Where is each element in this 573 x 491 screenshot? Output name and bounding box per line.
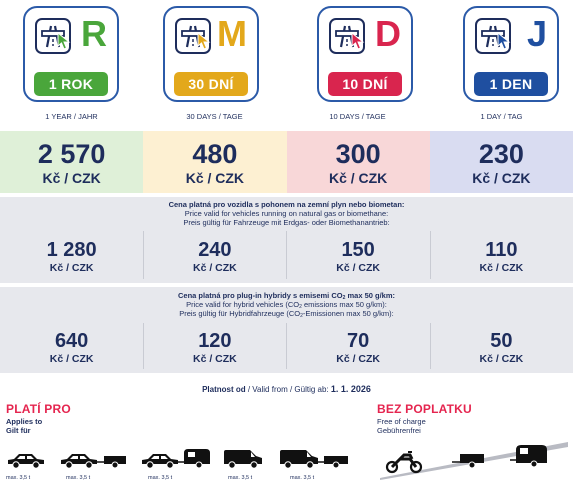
applies-title: PLATÍ PRO — [6, 402, 71, 416]
car-with-trailer-icon — [61, 454, 126, 469]
column-divider — [143, 231, 144, 279]
price-cell: 640 Kč / CZK — [0, 330, 143, 370]
card-letter: M — [217, 13, 247, 54]
vignette-card-year[interactable]: R 1 ROK — [23, 6, 119, 102]
price-value: 240 — [198, 239, 232, 261]
period-label: 10 DAYS / TAGE — [329, 112, 386, 121]
free-vehicles-icon — [380, 442, 568, 480]
van-with-trailer-icon — [280, 450, 348, 469]
period-labels: 1 YEAR / JAHR 30 DAYS / TAGE 10 DAYS / T… — [0, 112, 573, 126]
price-currency: Kč / CZK — [336, 262, 380, 274]
price-value: 70 — [347, 330, 370, 352]
cursor-icon — [197, 32, 211, 50]
weight-label: max. 3,5 t — [290, 475, 315, 481]
price-currency: Kč / CZK — [479, 353, 524, 365]
price-currency: Kč / CZK — [49, 262, 94, 274]
price-value: 300 — [335, 139, 381, 169]
free-title: BEZ POPLATKU — [377, 402, 472, 416]
price-value: 50 — [490, 330, 513, 352]
card-letter: D — [375, 13, 401, 54]
cursor-icon — [351, 32, 365, 50]
card-badge: 10 DNÍ — [328, 72, 402, 96]
price-cell: 240 Kč / CZK — [143, 239, 286, 279]
weight-label: max. 3,5 t — [6, 475, 31, 481]
price-currency: Kč / CZK — [42, 170, 101, 186]
price-currency: Kč / CZK — [192, 353, 237, 365]
caravan-icon — [510, 445, 547, 468]
gas-heading-de: Preis gültig für Fahrzeuge mit Erdgas- o… — [183, 218, 390, 227]
price-cell: 70 Kč / CZK — [287, 330, 430, 370]
car-icon — [8, 454, 44, 469]
price-currency: Kč / CZK — [479, 262, 524, 274]
applies-subtitle: Applies to Gilt für — [6, 417, 43, 435]
highway-icon — [35, 18, 71, 54]
column-divider — [430, 231, 431, 279]
hybrid-heading-en: Price valid for hybrid vehicles (CO2 emi… — [186, 300, 387, 310]
standard-prices: 2 570 Kč / CZK 480 Kč / CZK 300 Kč / CZK… — [0, 131, 573, 193]
price-value: 1 280 — [46, 239, 97, 261]
price-cell-month: 480 Kč / CZK — [143, 131, 287, 193]
card-badge: 30 DNÍ — [174, 72, 248, 96]
price-value: 110 — [485, 239, 518, 261]
price-value: 640 — [54, 330, 89, 352]
cursor-icon — [497, 32, 511, 50]
gas-heading-cs: Cena platná pro vozidla s pohonem na zem… — [168, 200, 405, 209]
price-cell: 150 Kč / CZK — [287, 239, 430, 279]
gas-section: Cena platná pro vozidla s pohonem na zem… — [0, 197, 573, 283]
column-divider — [286, 323, 287, 369]
price-currency: Kč / CZK — [185, 170, 245, 186]
period-label: 1 YEAR / JAHR — [45, 112, 98, 121]
vignette-card-day[interactable]: J 1 DEN — [463, 6, 559, 102]
price-value: 120 — [198, 330, 232, 352]
price-cell-day: 230 Kč / CZK — [429, 131, 573, 193]
car-with-caravan-icon — [142, 449, 210, 469]
weight-label: max. 3,5 t — [66, 475, 91, 481]
column-divider — [143, 323, 144, 369]
price-value: 480 — [192, 139, 238, 169]
van-icon — [224, 450, 262, 469]
card-letter: R — [81, 13, 107, 54]
price-cell-10days: 300 Kč / CZK — [286, 131, 430, 193]
column-divider — [286, 231, 287, 279]
gas-prices: 1 280 Kč / CZK 240 Kč / CZK 150 Kč / CZK… — [0, 239, 573, 279]
price-cell: 50 Kč / CZK — [430, 330, 573, 370]
vignette-card-month[interactable]: M 30 DNÍ — [163, 6, 259, 102]
period-label: 30 DAYS / TAGE — [186, 112, 243, 121]
vignette-card-10days[interactable]: D 10 DNÍ — [317, 6, 413, 102]
vignette-cards: R 1 ROK M 30 DNÍ D 10 DNÍ — [0, 0, 573, 105]
trailer-icon — [452, 454, 484, 469]
cursor-icon — [57, 32, 71, 50]
price-cell-year: 2 570 Kč / CZK — [0, 131, 144, 193]
price-value: 2 570 — [37, 139, 106, 169]
gas-heading-en: Price valid for vehicles running on natu… — [184, 209, 389, 218]
hybrid-section: Cena platná pro plug-in hybridy s emisem… — [0, 287, 573, 373]
hybrid-prices: 640 Kč / CZK 120 Kč / CZK 70 Kč / CZK 50… — [0, 330, 573, 370]
price-value: 230 — [478, 139, 524, 169]
weight-label: max. 3,5 t — [228, 475, 253, 481]
period-label: 1 DAY / TAG — [480, 112, 523, 121]
price-currency: Kč / CZK — [49, 353, 94, 365]
price-cell: 120 Kč / CZK — [143, 330, 286, 370]
price-value: 150 — [341, 239, 375, 261]
price-currency: Kč / CZK — [192, 262, 237, 274]
hybrid-heading-cs: Cena platná pro plug-in hybridy s emisem… — [177, 291, 395, 301]
price-currency: Kč / CZK — [336, 353, 380, 365]
price-cell: 1 280 Kč / CZK — [0, 239, 143, 279]
price-currency: Kč / CZK — [328, 170, 388, 186]
card-letter: J — [526, 13, 547, 54]
free-subtitle: Free of charge Gebührenfrei — [377, 417, 426, 435]
hybrid-heading-de: Preis gültig für Hybridfahrzeuge (CO2-Em… — [179, 309, 394, 319]
motorcycle-icon — [385, 451, 423, 474]
price-currency: Kč / CZK — [472, 170, 531, 186]
validity-date: 1. 1. 2026 — [330, 384, 371, 394]
price-cell: 110 Kč / CZK — [430, 239, 573, 279]
card-badge: 1 ROK — [34, 72, 108, 96]
column-divider — [430, 323, 431, 369]
card-badge: 1 DEN — [474, 72, 548, 96]
weight-label: max. 3,5 t — [148, 475, 173, 481]
validity-line: Platnost od / Valid from / Gültig ab: 1.… — [202, 384, 371, 394]
